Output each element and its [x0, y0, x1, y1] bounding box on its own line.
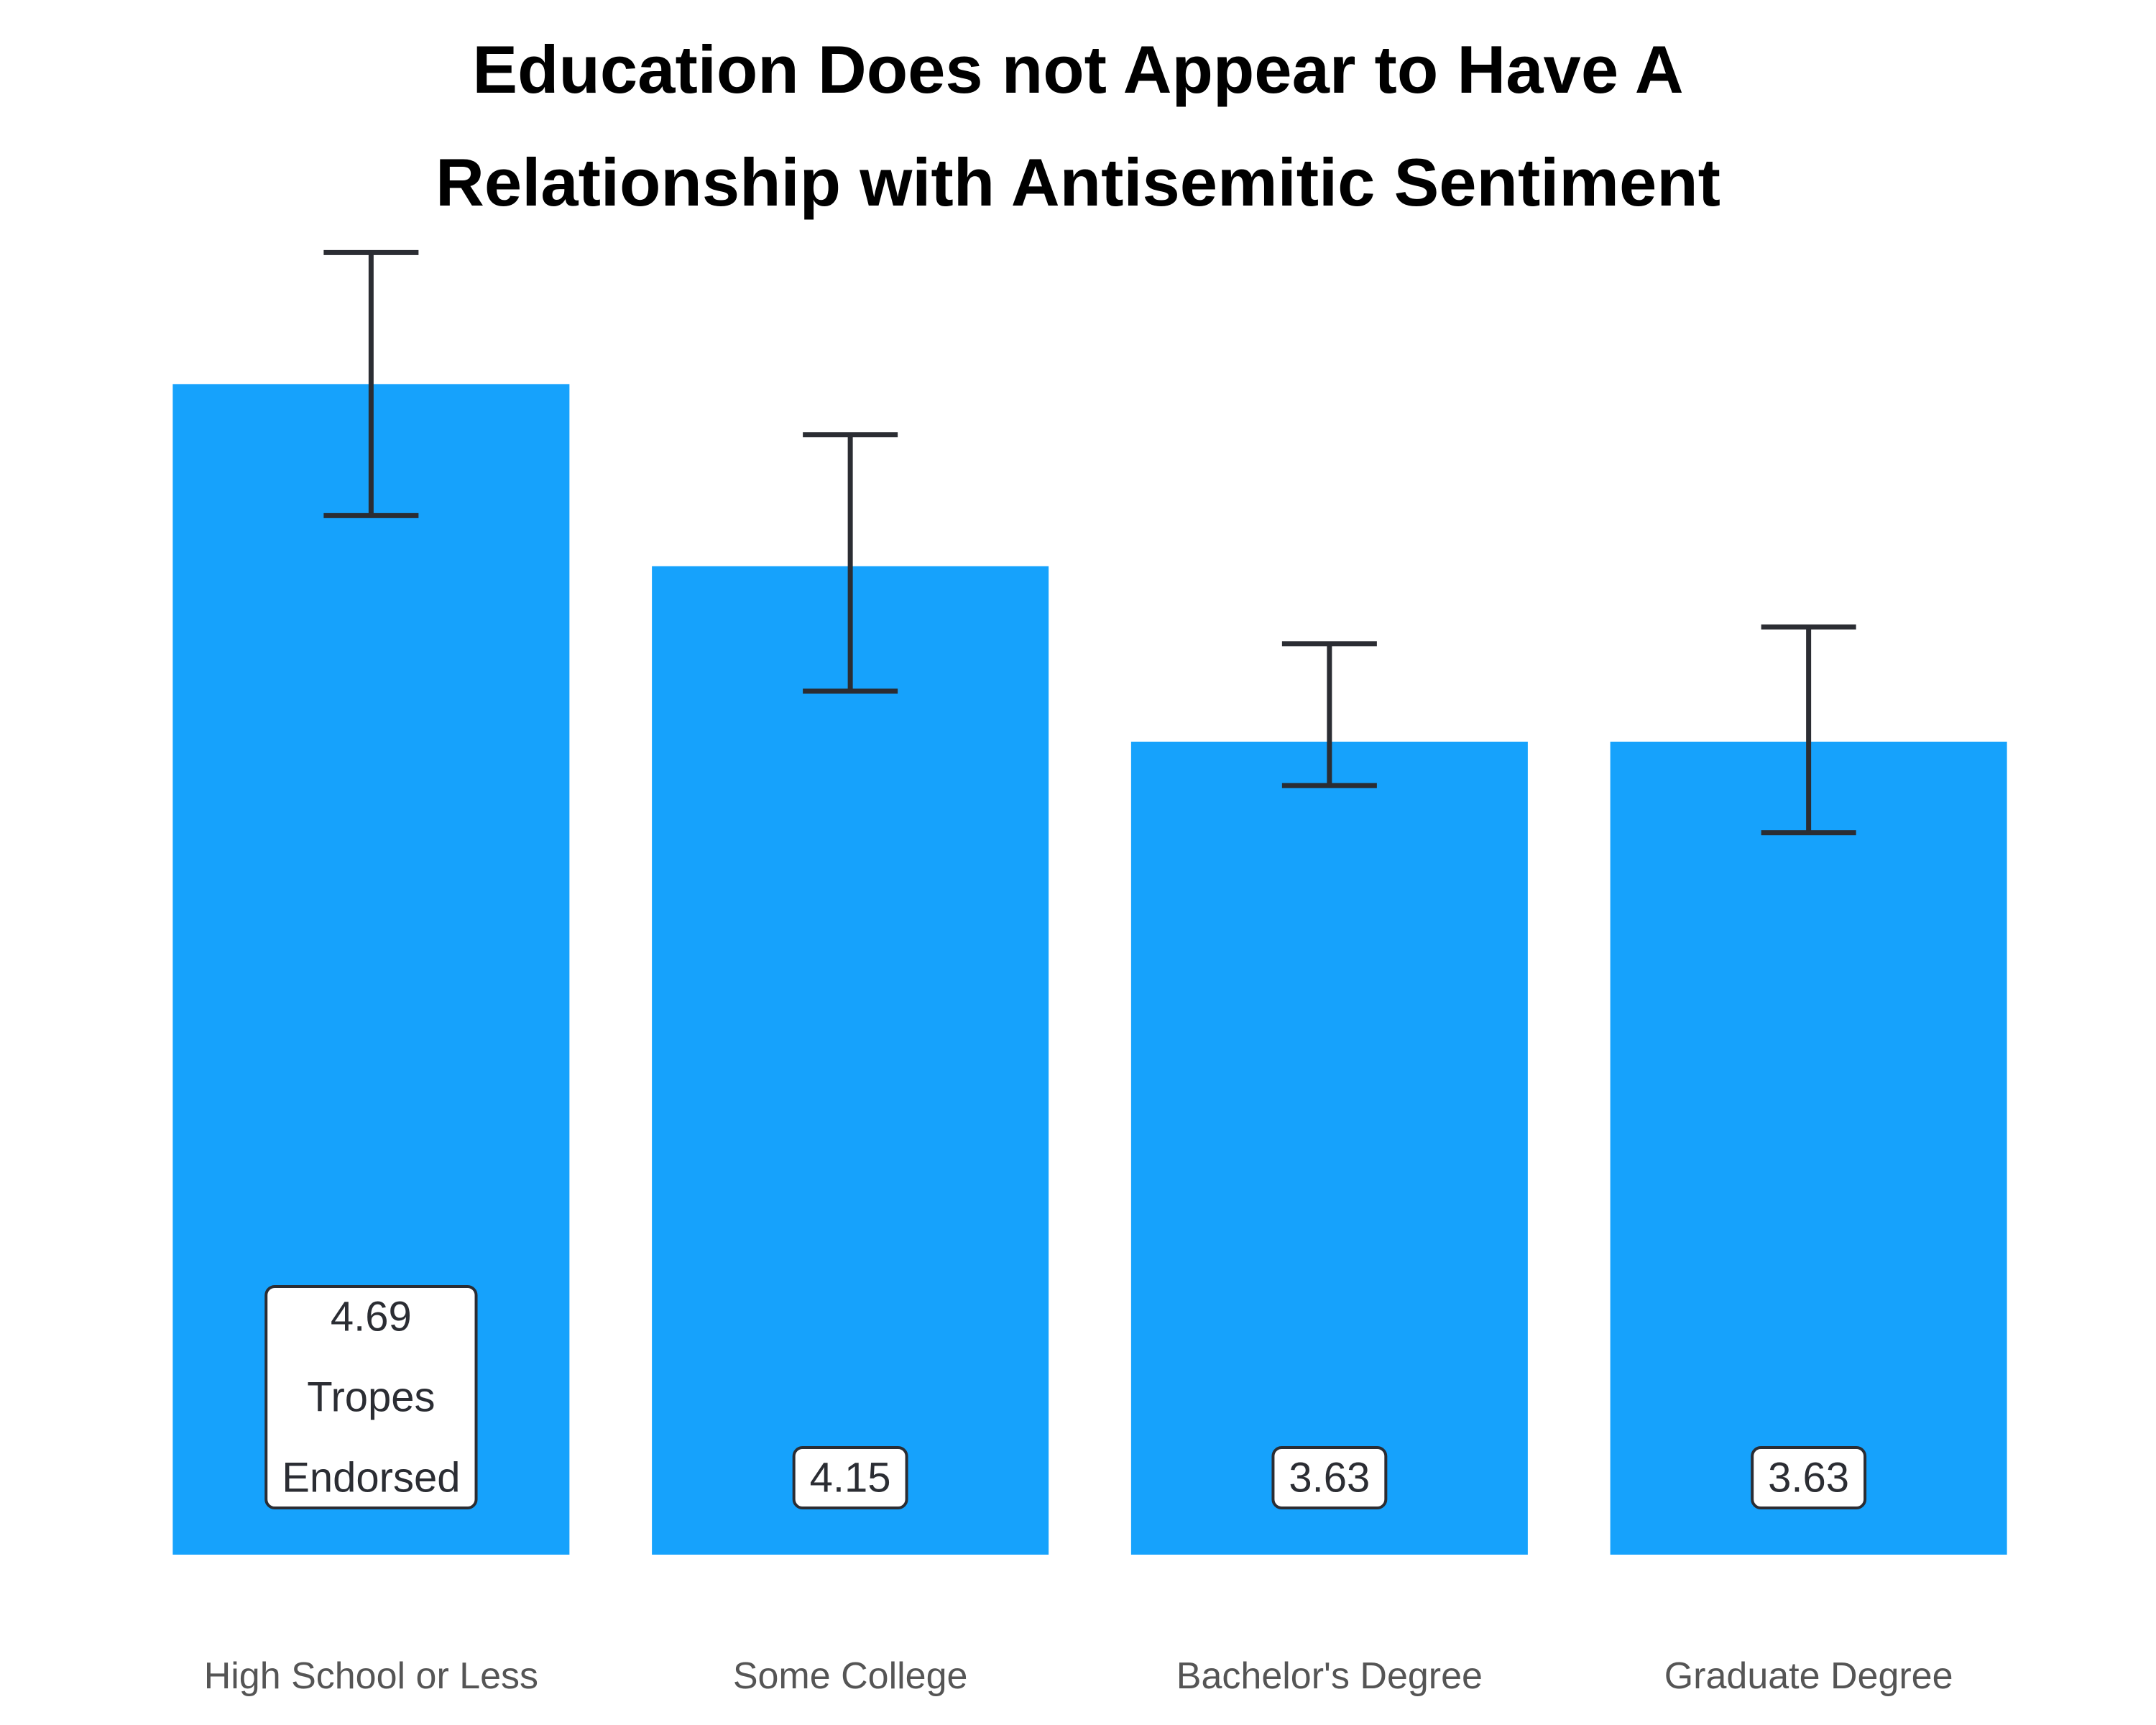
error-bars-layer	[323, 249, 1856, 836]
x-tick-label-1: Some College	[733, 1655, 968, 1697]
value-label-1: 4.15	[792, 1446, 908, 1509]
value-label-text-3-0: 3.63	[1768, 1455, 1849, 1501]
value-label-text-0-2: Endorsed	[282, 1455, 460, 1501]
value-label-0: 4.69 Tropes Endorsed	[264, 1285, 478, 1509]
error-bar-2	[1281, 641, 1377, 788]
value-label-box-3	[1751, 1446, 1867, 1509]
bar-3	[1610, 741, 2007, 1555]
chart-title-line-2: Relationship with Antisemitic Sentiment	[436, 144, 1720, 220]
value-label-2: 3.63	[1271, 1446, 1388, 1509]
error-bar-0	[323, 249, 419, 518]
bars-layer	[172, 384, 2007, 1555]
error-bar-3	[1761, 624, 1856, 836]
bar-2	[1130, 741, 1528, 1555]
value-label-box-0	[264, 1285, 478, 1509]
value-label-text-2-0: 3.63	[1289, 1455, 1370, 1501]
x-axis-labels: High School or Less Some College Bachelor'…	[204, 1655, 1953, 1697]
value-label-box-2	[1271, 1446, 1388, 1509]
value-label-text-1-0: 4.15	[810, 1455, 891, 1501]
error-bar-1	[803, 432, 898, 694]
x-tick-label-0: High School or Less	[204, 1655, 538, 1697]
x-tick-label-3: Graduate Degree	[1664, 1655, 1953, 1697]
value-labels-layer: 4.69 Tropes Endorsed 4.15 3.63 3.63	[264, 1285, 1867, 1509]
value-label-box-1	[792, 1446, 908, 1509]
value-label-3: 3.63	[1751, 1446, 1867, 1509]
bar-1	[652, 566, 1049, 1555]
x-tick-label-2: Bachelor's Degree	[1176, 1655, 1483, 1697]
value-label-text-0-1: Tropes	[307, 1374, 435, 1421]
chart-title-line-1: Education Does not Appear to Have A	[472, 32, 1684, 107]
chart-title: Education Does not Appear to Have A Rela…	[0, 13, 2156, 239]
value-label-text-0-0: 4.69	[331, 1294, 412, 1340]
